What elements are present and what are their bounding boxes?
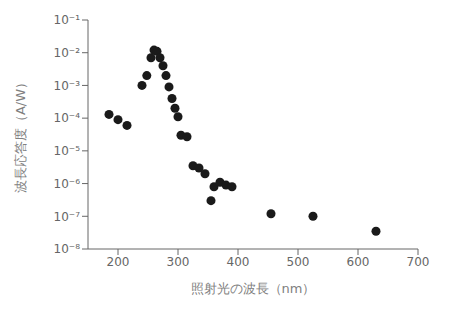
svg-text:400: 400 [227,255,250,269]
svg-text:200: 200 [107,255,130,269]
svg-text:700: 700 [407,255,430,269]
svg-text:500: 500 [287,255,310,269]
svg-text:10⁻⁴: 10⁻⁴ [54,111,81,125]
svg-text:10⁻⁷: 10⁻⁷ [54,210,81,224]
svg-text:10⁻⁵: 10⁻⁵ [54,144,81,158]
svg-text:波長応答度（A/W）: 波長応答度（A/W） [13,76,28,193]
svg-text:300: 300 [167,255,190,269]
svg-text:600: 600 [347,255,370,269]
svg-text:10⁻³: 10⁻³ [54,79,81,93]
svg-text:10⁻⁶: 10⁻⁶ [54,177,81,191]
svg-text:照射光の波長（nm）: 照射光の波長（nm） [191,281,316,296]
svg-text:10⁻¹: 10⁻¹ [54,13,81,27]
svg-text:10⁻²: 10⁻² [54,46,81,60]
svg-text:10⁻⁸: 10⁻⁸ [54,242,81,256]
